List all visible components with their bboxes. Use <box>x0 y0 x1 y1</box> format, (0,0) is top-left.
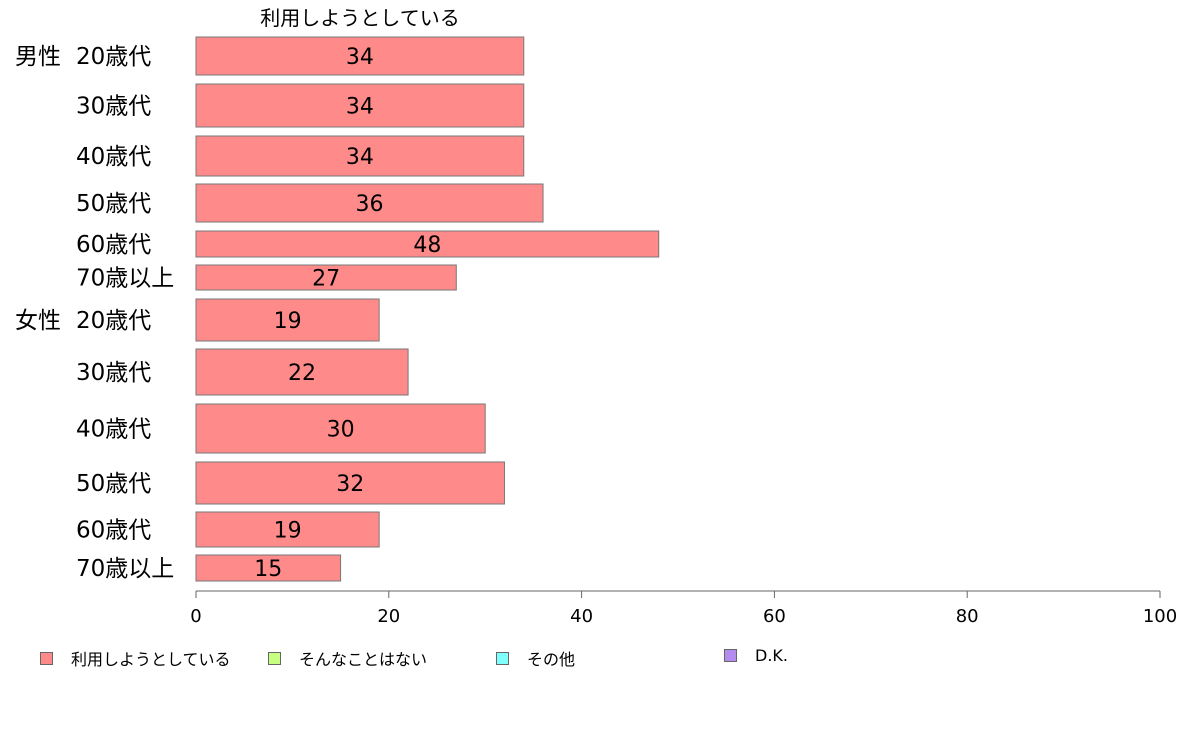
category-label: 20歳代 <box>76 308 151 334</box>
bar <box>195 135 525 177</box>
bar <box>195 83 525 128</box>
category-label: 20歳代 <box>76 44 151 70</box>
bar-value-label: 30 <box>327 418 355 443</box>
category-label: 40歳代 <box>76 417 151 443</box>
bar-value-label: 22 <box>288 361 316 386</box>
category-label: 30歳代 <box>76 360 151 386</box>
legend-item: そんなことはない <box>268 646 427 670</box>
bar-value-label: 34 <box>346 45 374 70</box>
bar-value-label: 48 <box>413 233 441 258</box>
category-label: 50歳代 <box>76 191 151 217</box>
bar <box>195 36 525 76</box>
x-tick-label: 40 <box>570 606 593 627</box>
bar <box>195 511 380 548</box>
bar-value-label: 36 <box>356 192 384 217</box>
bar <box>195 554 342 582</box>
bar-value-label: 15 <box>254 557 282 582</box>
bar <box>195 264 457 291</box>
x-tick-label: 20 <box>377 606 400 627</box>
bar <box>195 183 544 223</box>
bar-value-label: 34 <box>346 95 374 120</box>
category-label: 50歳代 <box>76 471 151 497</box>
bar-chart: 利用しようとしている 34 34 34 36 48 27 19 22 30 32 19 15 男性 20… <box>15 6 1177 627</box>
category-label: 60歳代 <box>76 518 151 544</box>
chart-title: 利用しようとしている <box>260 6 459 30</box>
category-label: 60歳代 <box>76 232 151 258</box>
x-tick-label: 60 <box>763 606 786 627</box>
legend-label: そんなことはない <box>299 650 428 669</box>
legend-swatch <box>724 649 737 662</box>
x-tick-label: 100 <box>1143 606 1177 627</box>
legend-item: D.K. <box>724 646 788 665</box>
bar-value-label: 19 <box>274 309 302 334</box>
category-label: 30歳代 <box>76 94 151 120</box>
legend-item: 利用しようとしている <box>40 646 231 670</box>
x-tick-label: 0 <box>190 606 201 627</box>
bar-value-label: 27 <box>312 267 340 292</box>
bar-value-label: 34 <box>346 145 374 170</box>
bar <box>195 298 380 342</box>
legend-swatch <box>268 651 281 665</box>
bar <box>195 461 505 505</box>
bar <box>195 348 409 396</box>
legend-swatch <box>496 651 509 665</box>
legend-label: D.K. <box>755 646 788 665</box>
x-axis: 0 20 40 60 80 100 <box>190 590 1177 627</box>
group-label: 男性 <box>15 44 61 70</box>
category-label: 70歳以上 <box>76 556 174 582</box>
bars-layer: 34 34 34 36 48 27 19 22 30 32 19 15 <box>195 36 660 582</box>
bar <box>195 403 486 454</box>
group-label: 女性 <box>15 308 61 334</box>
bar-value-label: 32 <box>336 472 364 497</box>
legend-label: 利用しようとしている <box>71 650 231 669</box>
category-label: 70歳以上 <box>76 266 174 292</box>
bar-value-label: 19 <box>274 519 302 544</box>
legend-swatch <box>40 651 53 665</box>
x-tick-label: 80 <box>956 606 979 627</box>
legend-label: その他 <box>527 650 576 669</box>
bar <box>195 230 660 258</box>
legend: 利用しようとしている そんなことはない その他 D.K. <box>0 640 1188 670</box>
category-label: 40歳代 <box>76 144 151 170</box>
legend-item: その他 <box>496 646 575 670</box>
